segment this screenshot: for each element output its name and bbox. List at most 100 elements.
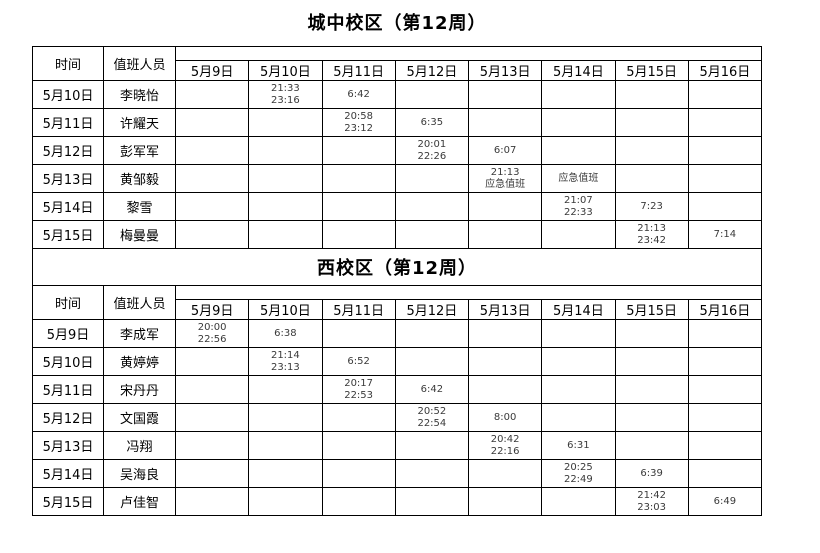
shift-time-cell	[541, 108, 616, 137]
shift-time-cell	[321, 319, 396, 348]
shift-time-cell: 20:58 23:12	[321, 108, 396, 137]
staff-name: 卢佳智	[103, 487, 176, 516]
shift-time-line: 21:07	[563, 194, 593, 206]
shift-time-cell	[174, 136, 250, 165]
staff-name: 黄婷婷	[103, 347, 176, 376]
shift-time-cell	[174, 80, 250, 109]
shift-time-line: 22:26	[417, 150, 447, 162]
shift-time-line: 20:42	[490, 433, 520, 445]
shift-time-cell	[174, 375, 250, 404]
shift-time-cell	[174, 220, 250, 249]
shift-time-cell: 21:14 23:13	[248, 347, 323, 376]
col-header-staff: 值班人员	[103, 285, 176, 320]
shift-time-cell	[541, 136, 616, 165]
shift-time-line: 21:13	[637, 222, 667, 234]
shift-time-cell: 应急值班	[541, 164, 616, 193]
shift-time-line: 6:42	[420, 383, 444, 395]
row-date: 5月10日	[32, 80, 104, 109]
shift-time-cell	[174, 347, 250, 376]
col-header-date: 5月11日	[321, 299, 396, 320]
staff-name: 许耀天	[103, 108, 176, 137]
col-header-time: 时间	[32, 285, 104, 320]
shift-time-line: 6:52	[347, 355, 370, 367]
shift-time-cell: 6:42	[321, 80, 396, 109]
shift-time-cell	[394, 459, 470, 488]
col-header-date: 5月15日	[614, 299, 689, 320]
col-header-date: 5月14日	[541, 299, 616, 320]
shift-time-cell	[248, 459, 323, 488]
shift-time-cell	[467, 459, 543, 488]
shift-time-line: 6:42	[347, 88, 370, 100]
shift-time-cell	[174, 164, 250, 193]
shift-time-cell	[248, 375, 323, 404]
staff-name: 冯翔	[103, 431, 176, 460]
row-date: 5月9日	[32, 319, 104, 348]
table-row: 5月13日 黄邹毅 21:13 应急值班 应急值班	[32, 164, 763, 193]
shift-time-cell	[541, 80, 616, 109]
shift-time-line: 22:53	[344, 389, 374, 401]
shift-time-line: 22:49	[563, 473, 593, 485]
shift-time-line: 7:14	[713, 228, 737, 240]
row-date: 5月10日	[32, 347, 104, 376]
table-row: 5月11日 宋丹丹 20:17 22:53 6:42	[32, 375, 763, 404]
shift-time-cell: 6:52	[321, 347, 396, 376]
shift-time-cell	[467, 319, 543, 348]
shift-time-line: 20:25	[563, 461, 593, 473]
row-date: 5月12日	[32, 136, 104, 165]
staff-name: 梅曼曼	[103, 220, 176, 249]
staff-name: 彭军军	[103, 136, 176, 165]
table-row: 5月12日 文国霞 20:52 22:54 8:00	[32, 403, 763, 432]
shift-time-cell: 21:07 22:33	[541, 192, 616, 221]
col-header-date: 5月11日	[321, 60, 396, 81]
shift-time-cell: 20:25 22:49	[541, 459, 616, 488]
shift-time-line: 6:35	[420, 116, 444, 128]
shift-time-cell: 6:38	[248, 319, 323, 348]
shift-time-line: 23:42	[637, 234, 667, 246]
shift-time-line: 6:49	[713, 495, 737, 507]
row-date: 5月11日	[32, 108, 104, 137]
shift-time-cell: 8:00	[467, 403, 543, 432]
shift-time-cell	[174, 459, 250, 488]
shift-time-cell	[394, 80, 470, 109]
shift-time-cell	[248, 431, 323, 460]
shift-time-cell	[394, 487, 470, 516]
shift-time-line: 23:12	[344, 122, 374, 134]
table-row: 5月10日 李晓怡 21:33 23:16 6:42	[32, 80, 763, 109]
shift-time-cell	[687, 319, 763, 348]
shift-time-line: 23:13	[270, 361, 300, 373]
shift-time-line: 22:16	[490, 445, 520, 457]
row-date: 5月13日	[32, 431, 104, 460]
shift-time-cell	[321, 164, 396, 193]
shift-time-cell	[541, 220, 616, 249]
shift-time-cell: 20:52 22:54	[394, 403, 470, 432]
staff-name: 文国霞	[103, 403, 176, 432]
shift-time-cell	[541, 347, 616, 376]
row-date: 5月13日	[32, 164, 104, 193]
shift-time-cell	[687, 192, 763, 221]
shift-time-line: 22:56	[197, 333, 227, 345]
shift-time-cell	[614, 347, 689, 376]
shift-time-cell	[394, 319, 470, 348]
col-header-date: 5月14日	[541, 60, 616, 81]
shift-time-cell: 21:13 应急值班	[467, 164, 543, 193]
shift-time-cell	[248, 403, 323, 432]
shift-time-line: 23:03	[637, 501, 667, 513]
shift-time-cell	[248, 192, 323, 221]
table-row: 5月11日 许耀天 20:58 23:12 6:35	[32, 108, 763, 137]
shift-time-cell	[614, 164, 689, 193]
shift-time-cell	[394, 220, 470, 249]
col-header-time: 时间	[32, 46, 104, 81]
shift-time-line: 7:23	[640, 200, 663, 212]
shift-time-cell	[321, 403, 396, 432]
shift-time-line: 6:39	[640, 467, 663, 479]
col-header-date: 5月9日	[174, 299, 250, 320]
shift-time-cell	[248, 164, 323, 193]
shift-time-cell	[614, 319, 689, 348]
shift-time-line: 应急值班	[558, 172, 599, 184]
shift-time-cell	[321, 459, 396, 488]
shift-time-cell: 6:31	[541, 431, 616, 460]
staff-name: 黄邹毅	[103, 164, 176, 193]
shift-time-line: 20:58	[344, 110, 374, 122]
shift-time-cell: 20:17 22:53	[321, 375, 396, 404]
header-spacer	[175, 285, 762, 300]
